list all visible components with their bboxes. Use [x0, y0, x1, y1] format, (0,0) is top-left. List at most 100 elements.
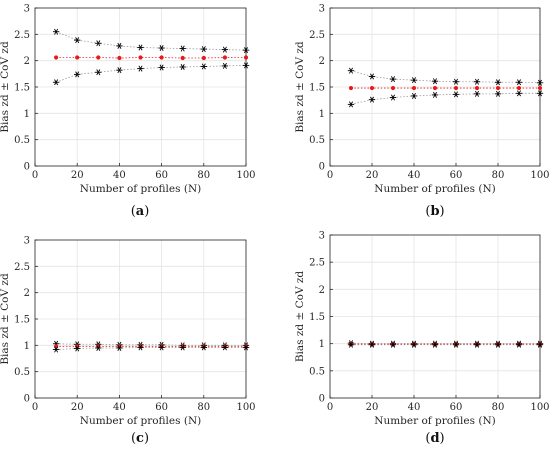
- series-upper: [52, 28, 250, 54]
- y-tick-label: 0.5: [309, 135, 325, 146]
- panel-caption: (c): [131, 431, 149, 446]
- y-tick-label: 3: [24, 4, 30, 15]
- data-point-lower: [137, 344, 144, 351]
- y-tick-label: 1: [24, 341, 30, 352]
- x-tick-label: 60: [155, 402, 168, 413]
- data-point-lower: [452, 341, 460, 348]
- data-point-bias: [369, 85, 375, 91]
- series-upper: [52, 340, 250, 349]
- data-point-bias: [390, 85, 396, 91]
- y-tick-label: 2.5: [14, 262, 30, 273]
- data-point-lower: [158, 64, 165, 71]
- series-bias: [54, 55, 249, 61]
- data-point-lower: [410, 341, 418, 348]
- x-tick-label: 100: [236, 402, 255, 413]
- y-tick-label: 1: [319, 339, 325, 350]
- panel-caption: (b): [425, 204, 444, 219]
- data-point-bias: [54, 55, 59, 60]
- data-point-upper: [347, 67, 355, 74]
- x-tick-label: 60: [155, 170, 168, 181]
- series-upper: [347, 67, 544, 86]
- data-point-bias: [243, 55, 249, 60]
- data-point-lower: [179, 63, 186, 70]
- y-tick-label: 0.5: [14, 135, 30, 146]
- panel-a: 0 20 40 60 80 100 0 0.5 1 1.5 2 2.5 3 Number of profi…: [0, 4, 256, 220]
- panel-c: 0 20 40 60 80 100 0 0.5 1 1.5 2 2.5 3 Number of profi…: [0, 236, 256, 447]
- x-tick-label: 80: [197, 402, 210, 413]
- data-point-upper: [158, 45, 165, 52]
- data-point-upper: [116, 42, 123, 49]
- data-point-lower: [52, 346, 60, 353]
- data-point-lower: [515, 90, 523, 97]
- series-line-bias: [56, 57, 246, 59]
- x-tick-label: 0: [32, 402, 38, 413]
- y-tick-label: 2.5: [14, 30, 30, 41]
- x-tick-label: 100: [530, 402, 549, 413]
- data-point-lower: [200, 344, 207, 351]
- y-tick-label: 3: [24, 236, 30, 247]
- data-point-lower: [95, 344, 102, 351]
- y-tick-label: 2.5: [309, 30, 325, 41]
- x-axis-label: Number of profiles (N): [374, 415, 496, 427]
- data-point-lower: [473, 90, 481, 97]
- data-point-bias: [138, 55, 143, 60]
- data-point-bias: [222, 55, 227, 60]
- y-tick-label: 0: [24, 394, 30, 405]
- data-point-lower: [179, 344, 186, 351]
- data-point-lower: [515, 341, 523, 348]
- data-point-upper: [200, 46, 207, 53]
- data-point-lower: [116, 67, 123, 74]
- data-point-lower: [221, 344, 229, 351]
- y-tick-label: 0.5: [14, 367, 30, 378]
- y-tick-label: 0.5: [309, 366, 325, 377]
- x-tick-label: 20: [71, 170, 84, 181]
- data-point-bias: [348, 85, 354, 91]
- x-tick-label: 40: [113, 402, 126, 413]
- data-point-lower: [536, 341, 544, 348]
- x-tick-label: 40: [408, 402, 421, 413]
- y-tick-label: 1.5: [309, 83, 325, 94]
- x-tick-label: 0: [32, 170, 38, 181]
- series-line-upper: [55, 31, 247, 51]
- y-tick-label: 0: [24, 162, 30, 173]
- data-point-bias: [495, 85, 501, 91]
- data-point-lower: [347, 341, 355, 348]
- data-point-lower: [368, 96, 376, 103]
- y-tick-label: 2: [319, 285, 325, 296]
- data-point-lower: [221, 62, 229, 69]
- data-point-lower: [116, 344, 123, 351]
- y-tick-label: 0: [319, 162, 325, 173]
- x-tick-label: 60: [450, 170, 463, 181]
- y-tick-label: 2: [24, 288, 30, 299]
- y-tick-label: 1.5: [14, 315, 30, 326]
- series-line-lower: [56, 347, 246, 350]
- data-point-lower: [452, 91, 460, 98]
- data-point-bias: [432, 85, 438, 91]
- data-point-lower: [158, 344, 165, 351]
- series-lower: [52, 344, 250, 353]
- x-axis-label: Number of profiles (N): [80, 183, 202, 195]
- x-tick-label: 0: [327, 402, 333, 413]
- data-point-lower: [473, 341, 481, 348]
- data-point-upper: [431, 78, 439, 85]
- x-axis-label: Number of profiles (N): [80, 415, 202, 427]
- data-point-lower: [389, 94, 397, 101]
- x-tick-label: 100: [236, 170, 255, 181]
- x-tick-label: 20: [366, 170, 379, 181]
- x-tick-label: 80: [197, 170, 210, 181]
- y-axis-label: Bias zd ± CoV zd: [294, 271, 306, 363]
- x-tick-label: 20: [366, 402, 379, 413]
- data-point-bias: [474, 85, 480, 91]
- y-tick-label: 2: [24, 56, 30, 67]
- data-point-upper: [95, 40, 102, 47]
- data-point-bias: [159, 55, 164, 60]
- data-point-lower: [242, 62, 250, 69]
- grid: [329, 234, 541, 399]
- data-point-lower: [368, 341, 376, 348]
- data-point-bias: [411, 85, 417, 91]
- x-tick-label: 60: [450, 402, 463, 413]
- data-point-bias: [75, 55, 80, 60]
- y-tick-label: 1.5: [309, 312, 325, 323]
- y-tick-label: 1.5: [14, 83, 30, 94]
